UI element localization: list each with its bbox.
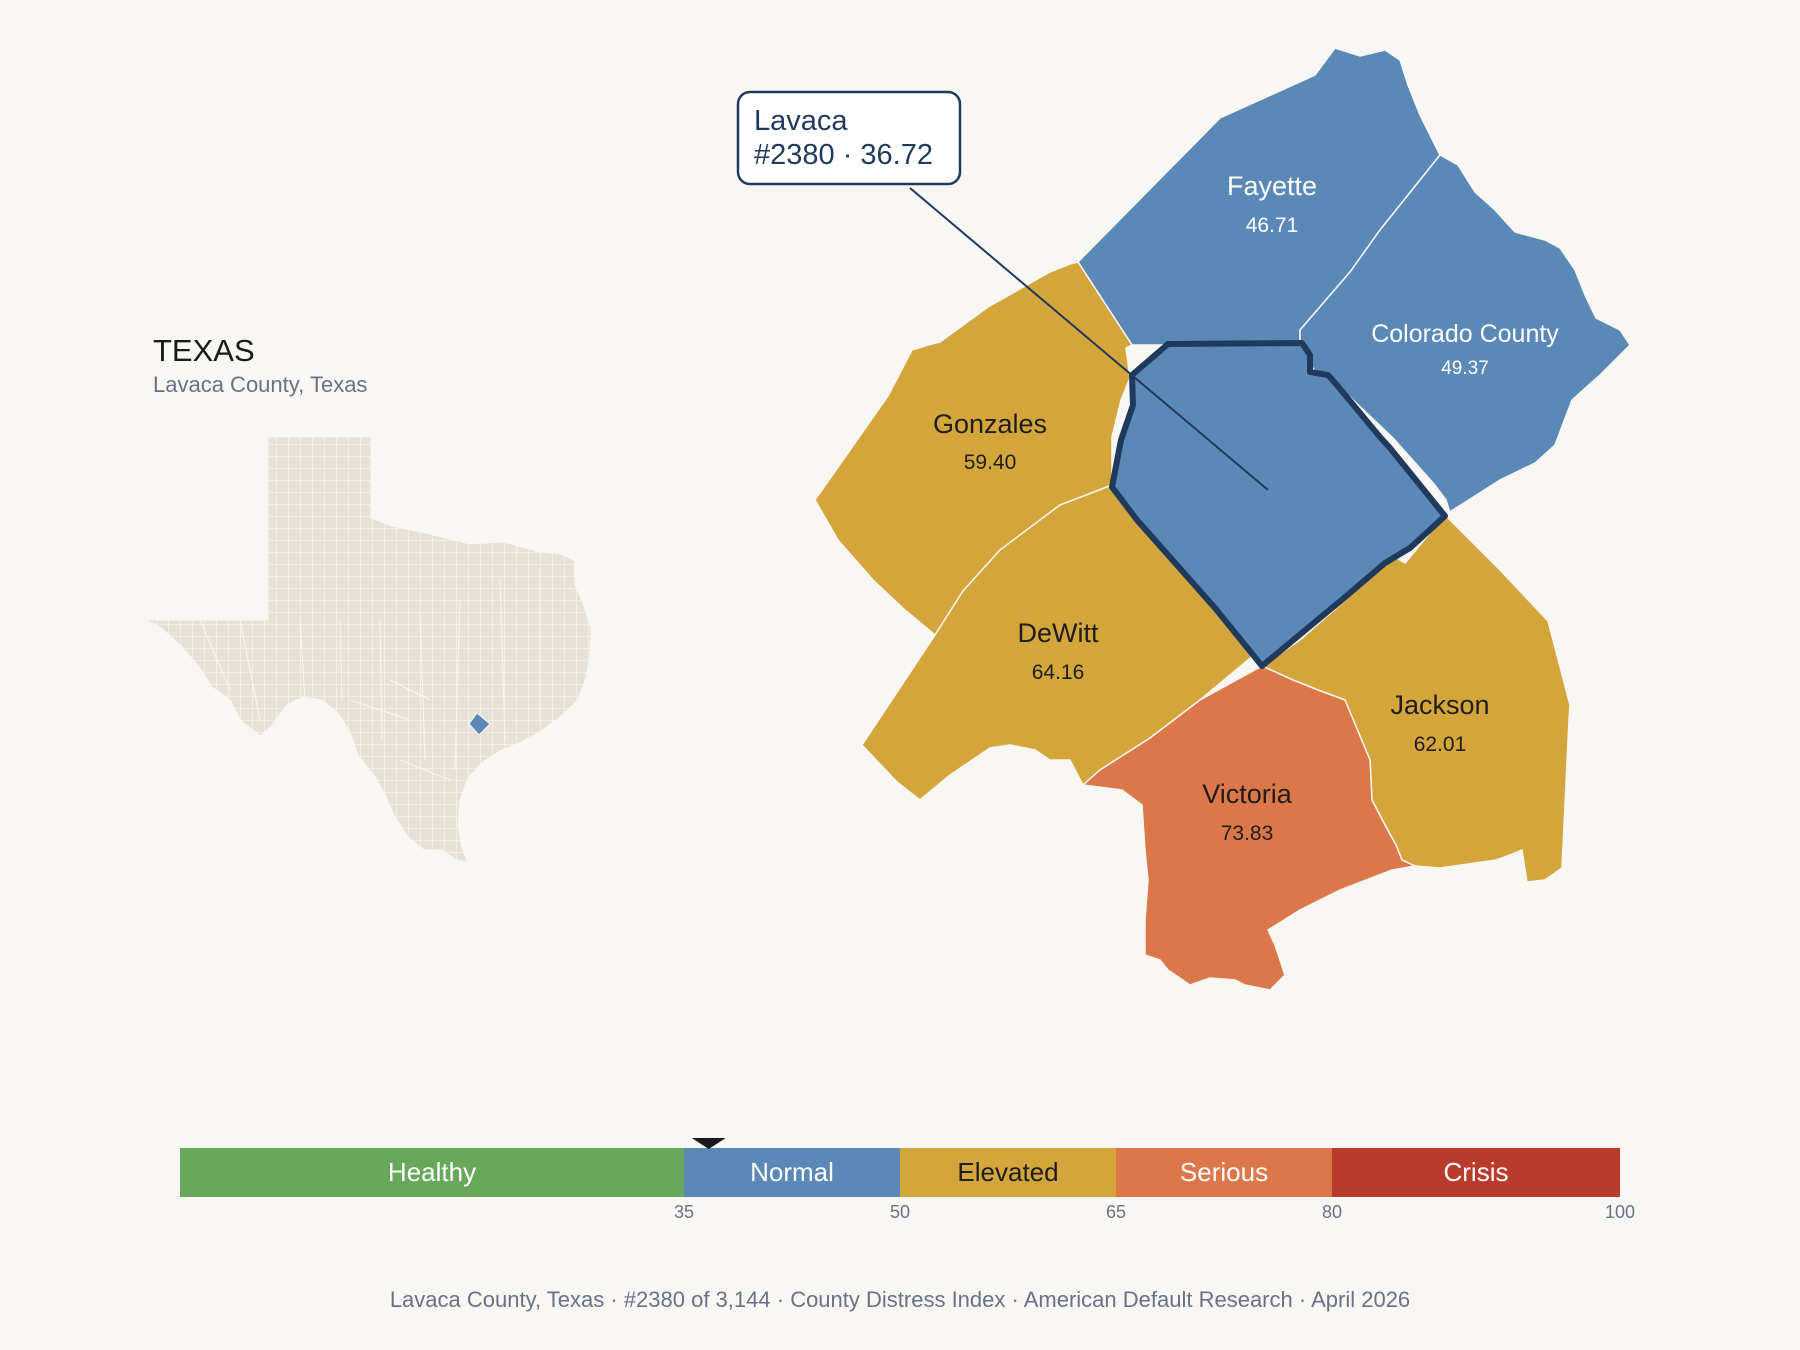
county-label-jackson: Jackson (1390, 690, 1489, 720)
lavaca-locator (468, 712, 491, 736)
footer-separator: · (1293, 1287, 1311, 1312)
scale-band-label: Healthy (388, 1157, 476, 1187)
footer-location: Lavaca County, Texas (390, 1287, 604, 1312)
footer-rank: #2380 of 3,144 (624, 1287, 771, 1312)
texas-county-lines (199, 570, 541, 781)
county-lavaca-selected[interactable] (1109, 340, 1448, 669)
county-victoria[interactable] (1081, 665, 1418, 991)
county-label-gonzales: Gonzales (933, 409, 1047, 439)
county-score-victoria: 73.83 (1221, 822, 1274, 845)
footer-index-name: County Distress Index (790, 1287, 1005, 1312)
scale-tick-label: 100 (1605, 1202, 1635, 1222)
scale-band-serious (1116, 1148, 1332, 1197)
scale-band-elevated (900, 1148, 1116, 1197)
scale-tick-label: 65 (1106, 1202, 1126, 1222)
callout-box (736, 90, 962, 186)
county-label-dewitt: DeWitt (1018, 618, 1099, 648)
selected-county-callout: Lavaca #2380 · 36.72 (736, 90, 1269, 491)
scale-tick-label: 35 (674, 1202, 694, 1222)
scale-band-label: Serious (1180, 1157, 1268, 1187)
county-score-jackson: 62.01 (1414, 733, 1467, 756)
scale-band-label: Normal (750, 1157, 834, 1187)
scale-band-label: Elevated (957, 1157, 1058, 1187)
callout-county-name: Lavaca (754, 105, 848, 137)
county-score-colorado: 49.37 (1441, 358, 1489, 379)
footer-separator: · (604, 1287, 624, 1312)
distress-scale: Healthy Normal Elevated Serious Crisis 35 50 65… (180, 1138, 1635, 1222)
callout-rank-score: #2380 · 36.72 (754, 139, 933, 171)
county-labels: Fayette 46.71 Colorado County 49.37 Gonz… (933, 171, 1559, 845)
scale-tick-label: 80 (1322, 1202, 1342, 1222)
footer-caption: Lavaca County, Texas · #2380 of 3,144 · … (390, 1287, 1410, 1312)
county-label-fayette: Fayette (1227, 171, 1317, 201)
state-subtitle: Lavaca County, Texas (153, 372, 367, 397)
scale-band-healthy (180, 1148, 684, 1197)
scale-marker (691, 1138, 726, 1149)
footer-date: April 2026 (1311, 1287, 1410, 1312)
footer-separator: · (1005, 1287, 1023, 1312)
scale-tick-label: 50 (890, 1202, 910, 1222)
texas-outline (144, 436, 592, 863)
scale-band-label: Crisis (1444, 1157, 1509, 1187)
county-label-colorado: Colorado County (1371, 320, 1559, 348)
state-locator-map: TEXAS Lavaca County, Texas (144, 333, 592, 863)
footer-source: American Default Research (1024, 1287, 1293, 1312)
county-gonzales[interactable] (814, 261, 1134, 637)
regional-map (814, 47, 1631, 991)
state-title: TEXAS (153, 333, 255, 368)
scale-band-normal (684, 1148, 900, 1197)
scale-band-crisis (1332, 1148, 1620, 1197)
county-label-victoria: Victoria (1202, 779, 1293, 809)
county-score-gonzales: 59.40 (964, 451, 1017, 474)
footer-separator: · (771, 1287, 791, 1312)
county-score-dewitt: 64.16 (1032, 661, 1085, 684)
county-score-fayette: 46.71 (1246, 214, 1299, 237)
callout-leader-line (909, 187, 1269, 491)
